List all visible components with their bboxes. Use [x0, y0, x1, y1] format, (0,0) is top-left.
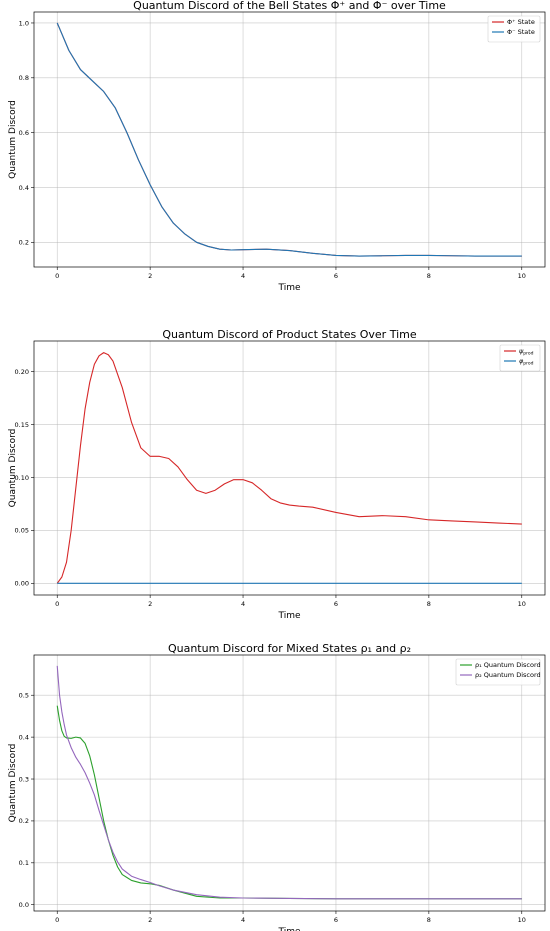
- x-tick-label: 4: [241, 600, 245, 608]
- y-axis-label: Quantum Discord: [8, 429, 18, 508]
- x-tick-label: 8: [427, 600, 431, 608]
- x-tick-label: 4: [241, 916, 245, 924]
- x-tick-label: 2: [148, 272, 152, 280]
- x-tick-label: 10: [518, 272, 526, 280]
- chart-panel-1: 0 2 4 6 8 10 0.2 0.4 0.6 0.8 1.0 Quantum Discord of…: [8, 0, 546, 293]
- x-axis-label: Time: [277, 283, 300, 293]
- y-tick-label: 0.3: [19, 775, 29, 783]
- series-line-2: [56, 665, 522, 900]
- x-tick-label: 4: [241, 272, 245, 280]
- plot-frame: [33, 340, 546, 596]
- series-line-2: [56, 22, 522, 257]
- plot-frame: [33, 11, 546, 268]
- legend-entry: ρ₂ Quantum Discord: [475, 671, 541, 679]
- legend-entry: ψprod: [519, 347, 534, 357]
- y-tick-label: 0.4: [19, 733, 29, 741]
- legend: Φ⁺ State Φ⁻ State: [487, 15, 541, 43]
- legend-entry: ρ₁ Quantum Discord: [475, 661, 541, 669]
- chart-title: Quantum Discord of the Bell States Φ⁺ an…: [133, 0, 446, 12]
- y-axis-label: Quantum Discord: [8, 744, 18, 823]
- y-tick-label: 0.6: [19, 129, 29, 137]
- y-tick-label: 0.2: [19, 239, 29, 247]
- chart-panel-2: 0 2 4 6 8 10 0.00 0.05 0.10 0.15 0.20 Quantum Disco…: [8, 328, 546, 621]
- x-tick-label: 8: [427, 916, 431, 924]
- y-tick-label: 1.0: [19, 19, 29, 27]
- y-tick-label: 0.0: [19, 901, 29, 909]
- x-tick-label: 6: [334, 272, 338, 280]
- y-axis-label: Quantum Discord: [8, 100, 18, 179]
- y-tick-label: 0.15: [15, 421, 29, 429]
- chart-title: Quantum Discord of Product States Over T…: [162, 328, 416, 341]
- x-tick-label: 6: [334, 600, 338, 608]
- y-tick-label: 0.05: [15, 527, 29, 535]
- y-tick-label: 0.1: [19, 859, 29, 867]
- legend-entry: Φ⁻ State: [507, 28, 535, 36]
- x-tick-label: 6: [334, 916, 338, 924]
- series-line-1: [56, 22, 522, 257]
- y-tick-label: 0.20: [15, 368, 29, 376]
- y-tick-label: 0.10: [15, 474, 29, 482]
- legend-box: [455, 658, 541, 686]
- legend-entry: Φ⁺ State: [507, 18, 535, 26]
- y-tick-label: 0.4: [19, 184, 29, 192]
- plot-frame: [33, 654, 546, 912]
- x-tick-label: 8: [427, 272, 431, 280]
- x-tick-label: 10: [518, 600, 526, 608]
- y-tick-label: 0.8: [19, 74, 29, 82]
- y-tick-label: 0.00: [15, 580, 29, 588]
- y-tick-label: 0.2: [19, 817, 29, 825]
- x-axis-label: Time: [277, 611, 300, 621]
- x-tick-label: 10: [518, 916, 526, 924]
- x-axis-label: Time: [277, 927, 300, 931]
- series-line-1: [56, 352, 522, 584]
- x-tick-label: 2: [148, 916, 152, 924]
- legend: ρ₁ Quantum Discord ρ₂ Quantum Discord: [455, 658, 541, 686]
- chart-title: Quantum Discord for Mixed States ρ₁ and …: [168, 642, 411, 655]
- legend-entry: φprod: [519, 357, 534, 367]
- y-tick-label: 0.5: [19, 692, 29, 700]
- x-tick-label: 0: [55, 272, 59, 280]
- x-tick-label: 0: [55, 916, 59, 924]
- x-tick-label: 0: [55, 600, 59, 608]
- series-line-1: [56, 705, 522, 900]
- chart-panel-3: 0 2 4 6 8 10 0.0 0.1 0.2 0.3 0.4 0.5 Quantum Discord…: [8, 642, 546, 931]
- x-tick-label: 2: [148, 600, 152, 608]
